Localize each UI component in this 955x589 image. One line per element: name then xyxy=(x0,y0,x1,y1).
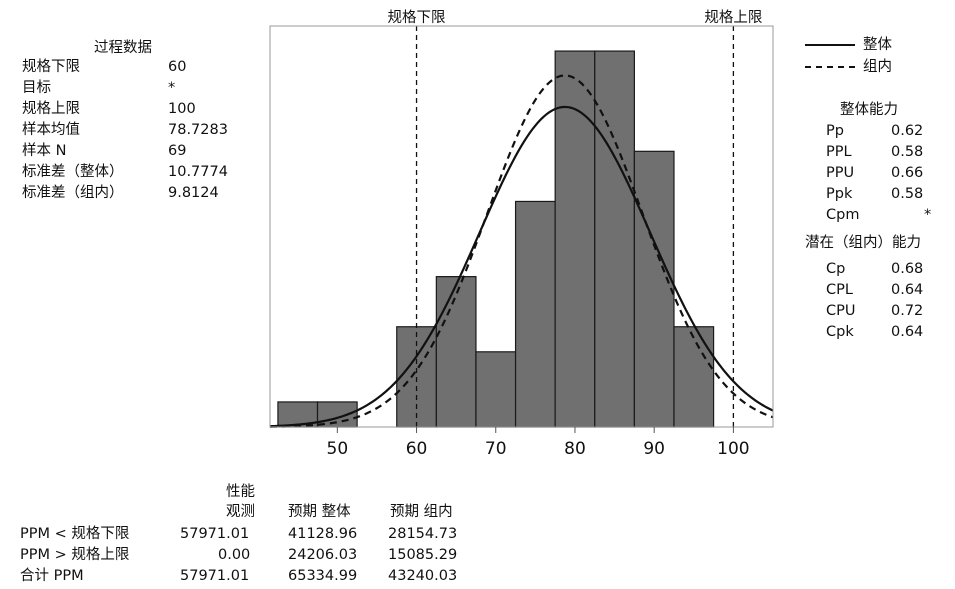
perf-row-label: 合计 PPM xyxy=(20,568,84,584)
perf-expected-within: 15085.29 xyxy=(388,547,458,563)
perf-row-label: PPM > 规格上限 xyxy=(20,547,130,563)
performance-table: 性能 观测 预期 整体 预期 组内 PPM < 规格下限 57971.01 41… xyxy=(20,482,490,588)
spec-limits: 规格下限 规格上限 xyxy=(388,9,762,427)
process-label: 样本均值 xyxy=(22,122,80,138)
perf-col-expected-within: 预期 组内 xyxy=(390,504,453,520)
process-label: 目标 xyxy=(22,80,51,96)
perf-expected-overall: 41128.96 xyxy=(288,526,358,542)
perf-expected-overall: 65334.99 xyxy=(288,568,358,584)
capability-panel: 整体 组内 整体能力 Pp 0.62 PPL 0.58 PPU 0.66 Ppk… xyxy=(805,30,955,360)
cap-value: * xyxy=(924,207,932,223)
perf-header-top: 性能 xyxy=(226,484,255,500)
process-label: 规格下限 xyxy=(22,59,80,75)
histogram-bar xyxy=(475,351,517,428)
cap-value: 0.64 xyxy=(891,282,924,298)
cap-label: CPU xyxy=(826,303,856,319)
perf-col-observed: 观测 xyxy=(226,504,255,520)
potential-capability-title: 潜在（组内）能力 xyxy=(805,235,921,251)
process-label: 标准差（组内） xyxy=(22,185,124,201)
histogram-bar xyxy=(514,200,556,428)
perf-expected-overall: 24206.03 xyxy=(288,547,358,563)
x-tick-label: 50 xyxy=(327,439,349,459)
distribution-curves xyxy=(269,74,774,428)
histogram-bar xyxy=(554,50,596,428)
within-curve xyxy=(269,74,774,428)
dashed-line-icon xyxy=(805,66,855,68)
cap-value: 0.64 xyxy=(891,324,924,340)
perf-observed: 0.00 xyxy=(218,547,251,563)
process-value: * xyxy=(168,80,176,96)
x-tick-label: 90 xyxy=(643,439,665,459)
process-value: 78.7283 xyxy=(168,122,228,138)
cap-label: Cpm xyxy=(826,207,860,223)
perf-expected-within: 43240.03 xyxy=(388,568,458,584)
process-label: 标准差（整体） xyxy=(22,164,124,180)
cap-label: Cpk xyxy=(826,324,854,340)
process-value: 60 xyxy=(168,59,187,75)
cap-label: Cp xyxy=(826,261,846,277)
cap-label: Ppk xyxy=(826,186,853,202)
perf-row-label: PPM < 规格下限 xyxy=(20,526,130,542)
perf-col-expected-overall: 预期 整体 xyxy=(288,504,351,520)
overall-curve xyxy=(269,105,774,428)
lsl-label: 规格下限 xyxy=(388,9,446,26)
process-data-title: 过程数据 xyxy=(94,40,152,56)
process-value: 9.8124 xyxy=(168,185,219,201)
cap-label: CPL xyxy=(826,282,853,298)
cap-value: 0.68 xyxy=(891,261,924,277)
x-tick-label: 80 xyxy=(564,439,586,459)
x-tick-label: 70 xyxy=(485,439,507,459)
process-value: 69 xyxy=(168,143,187,159)
perf-observed: 57971.01 xyxy=(180,526,250,542)
process-label: 样本 N xyxy=(22,143,67,159)
cap-value: 0.58 xyxy=(891,144,924,160)
usl-label: 规格上限 xyxy=(704,9,762,26)
x-tick-label: 100 xyxy=(717,439,749,459)
perf-expected-within: 28154.73 xyxy=(388,526,458,542)
legend-label: 整体 xyxy=(863,37,892,53)
cap-value: 0.58 xyxy=(891,186,924,202)
histogram-bar xyxy=(594,50,635,428)
legend-label: 组内 xyxy=(863,59,892,75)
perf-observed: 57971.01 xyxy=(180,568,250,584)
x-tick-label: 60 xyxy=(406,439,428,459)
histogram-bar xyxy=(435,276,477,428)
plot-frame xyxy=(269,25,774,428)
histogram-bar xyxy=(633,150,675,428)
process-value: 10.7774 xyxy=(168,164,228,180)
cap-label: PPL xyxy=(826,144,852,160)
cap-label: Pp xyxy=(826,123,844,139)
solid-line-icon xyxy=(805,44,855,46)
cap-value: 0.72 xyxy=(891,303,924,319)
cap-label: PPU xyxy=(826,165,855,181)
histogram-bar xyxy=(673,326,715,428)
histogram-bars xyxy=(277,50,715,428)
overall-capability-title: 整体能力 xyxy=(840,102,898,118)
process-label: 规格上限 xyxy=(22,101,80,117)
cap-value: 0.62 xyxy=(891,123,924,139)
process-data-panel: 过程数据 规格下限 60 目标 * 规格上限 100 样本均值 78.7283 … xyxy=(22,36,262,216)
capability-histogram: 规格下限 规格上限 50 60 70 80 90 100 xyxy=(269,9,774,459)
process-value: 100 xyxy=(168,101,196,117)
cap-value: 0.66 xyxy=(891,165,924,181)
x-axis: 50 60 70 80 90 100 xyxy=(327,427,750,459)
